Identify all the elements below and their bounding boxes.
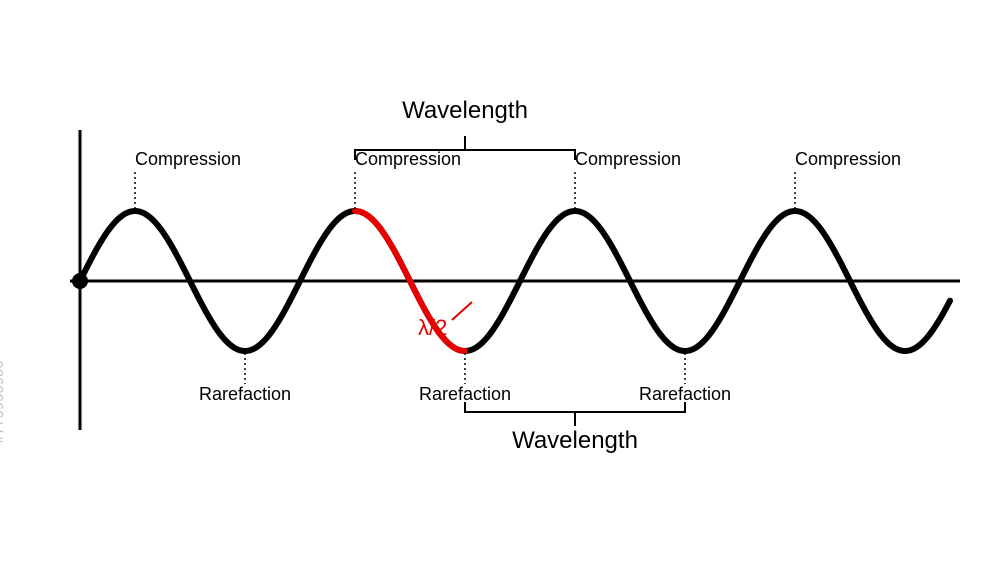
rarefaction-label: Rarefaction	[639, 384, 731, 404]
compression-label: Compression	[795, 149, 901, 169]
watermark: #775953980	[0, 360, 6, 443]
rarefaction-label: Rarefaction	[199, 384, 291, 404]
wavelength-bracket-bottom	[465, 402, 685, 426]
wavelength-label-top: Wavelength	[402, 97, 528, 124]
compression-label: Compression	[355, 149, 461, 169]
wavelength-label-bottom: Wavelength	[512, 427, 638, 454]
compression-label: Compression	[575, 149, 681, 169]
lambda-half-label: λ/2	[418, 315, 447, 340]
wave-diagram: Compression Compression Compression Compres…	[0, 0, 1000, 563]
rarefaction-label: Rarefaction	[419, 384, 511, 404]
compression-label: Compression	[135, 149, 241, 169]
lambda-leader	[452, 302, 472, 320]
